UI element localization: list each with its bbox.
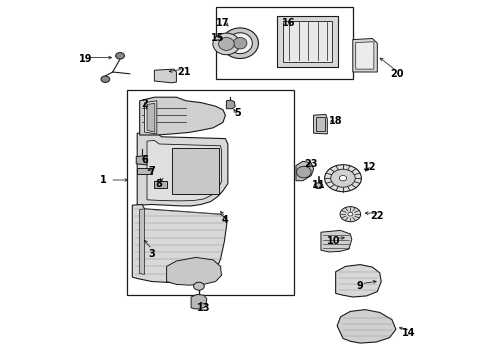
Polygon shape bbox=[154, 69, 176, 83]
Text: 15: 15 bbox=[211, 33, 225, 43]
Ellipse shape bbox=[331, 169, 355, 187]
Ellipse shape bbox=[340, 207, 361, 222]
Ellipse shape bbox=[116, 53, 124, 59]
Polygon shape bbox=[137, 168, 152, 174]
Polygon shape bbox=[226, 100, 235, 109]
Polygon shape bbox=[140, 97, 225, 135]
Polygon shape bbox=[296, 161, 314, 181]
Polygon shape bbox=[167, 257, 221, 285]
Ellipse shape bbox=[213, 33, 240, 55]
Text: 13: 13 bbox=[196, 303, 210, 313]
Text: 1: 1 bbox=[99, 175, 106, 185]
Text: 20: 20 bbox=[390, 69, 404, 79]
Text: 22: 22 bbox=[370, 211, 384, 221]
Text: 7: 7 bbox=[148, 166, 155, 176]
Polygon shape bbox=[132, 204, 227, 283]
Text: 16: 16 bbox=[282, 18, 296, 28]
Text: 11: 11 bbox=[312, 180, 325, 190]
Polygon shape bbox=[336, 265, 381, 297]
Ellipse shape bbox=[221, 28, 259, 58]
Polygon shape bbox=[154, 181, 167, 188]
Polygon shape bbox=[356, 42, 374, 69]
Polygon shape bbox=[147, 103, 155, 132]
Text: 23: 23 bbox=[304, 159, 318, 169]
Text: 18: 18 bbox=[329, 116, 343, 126]
Text: 17: 17 bbox=[216, 18, 230, 28]
Ellipse shape bbox=[101, 76, 110, 82]
Ellipse shape bbox=[219, 37, 234, 50]
Text: 5: 5 bbox=[234, 108, 241, 118]
Ellipse shape bbox=[348, 212, 353, 216]
Polygon shape bbox=[314, 114, 327, 134]
Polygon shape bbox=[137, 133, 228, 206]
Text: 9: 9 bbox=[357, 281, 364, 291]
Polygon shape bbox=[145, 101, 157, 134]
Text: 3: 3 bbox=[148, 249, 155, 259]
Polygon shape bbox=[337, 310, 396, 343]
Text: 12: 12 bbox=[363, 162, 377, 172]
Text: 8: 8 bbox=[156, 179, 163, 189]
Polygon shape bbox=[277, 16, 338, 67]
Text: 6: 6 bbox=[141, 155, 148, 165]
Bar bbox=[127, 90, 294, 295]
Polygon shape bbox=[191, 294, 207, 309]
Ellipse shape bbox=[194, 282, 204, 290]
Ellipse shape bbox=[324, 165, 361, 192]
Bar bbox=[316, 117, 325, 131]
Polygon shape bbox=[140, 209, 145, 274]
Text: 14: 14 bbox=[402, 328, 416, 338]
Polygon shape bbox=[136, 156, 147, 165]
Text: 2: 2 bbox=[141, 99, 148, 109]
Text: 4: 4 bbox=[222, 215, 229, 225]
Ellipse shape bbox=[228, 33, 252, 54]
Text: 10: 10 bbox=[326, 236, 340, 246]
Ellipse shape bbox=[314, 183, 323, 189]
Polygon shape bbox=[353, 39, 377, 72]
Bar bbox=[216, 7, 353, 79]
Polygon shape bbox=[283, 21, 332, 62]
Ellipse shape bbox=[233, 37, 247, 49]
Polygon shape bbox=[321, 230, 352, 252]
Ellipse shape bbox=[339, 175, 346, 181]
Ellipse shape bbox=[296, 166, 311, 178]
Text: 21: 21 bbox=[177, 67, 191, 77]
Bar bbox=[172, 148, 219, 194]
Polygon shape bbox=[147, 140, 221, 201]
Text: 19: 19 bbox=[79, 54, 93, 64]
